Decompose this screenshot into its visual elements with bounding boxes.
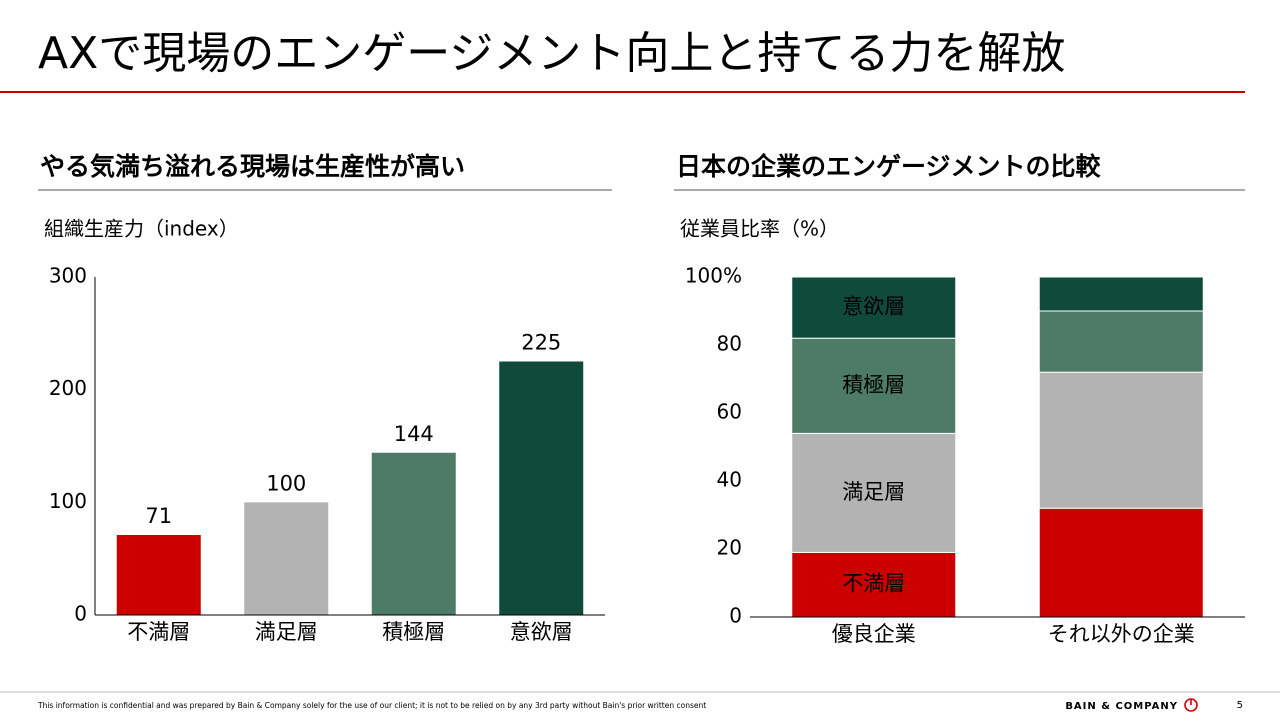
value-label: 144 [394,422,434,446]
slide-title: AXで現場のエンゲージメント向上と持てる力を解放 [38,28,1065,79]
x-tick-label: 不満層 [127,620,190,644]
bar-segment [791,432,957,553]
y-tick-label: 200 [49,376,87,400]
segment-name: 満足層 [842,480,905,504]
y-tick-label: 40 [717,468,742,492]
chart-title: 日本の企業のエンゲージメントの比較 [676,152,1102,181]
x-tick-label: 意欲層 [510,620,573,644]
value-label: 100 [266,471,306,495]
bar [244,502,329,615]
value-label: 225 [521,331,561,355]
x-tick-label: 積極層 [382,620,445,644]
y-tick-label: 0 [729,604,742,628]
y-tick-label: 0 [74,602,87,626]
y-axis-label: 従業員比率（%） [680,217,839,241]
bar [116,535,201,615]
bar [499,361,584,615]
bar-segment [1038,276,1204,312]
y-axis-label: 組織生産力（index） [44,217,239,241]
y-tick-label: 100 [49,489,87,513]
segment-name: 意欲層 [842,295,905,319]
chart-title: やる気満ち溢れる現場は生産性が高い [40,152,465,181]
value-label: 71 [145,504,172,528]
y-tick-label: 60 [717,400,742,424]
y-tick-label: 80 [717,332,742,356]
footer-text: This information is confidential and was… [37,701,706,710]
x-tick-label: 満足層 [255,620,318,644]
segment-name: 積極層 [842,373,905,397]
y-tick-label: 300 [49,264,87,288]
segment-name: 不満層 [842,572,905,596]
page-number: 5 [1237,700,1243,711]
bar-segment [1038,310,1204,373]
bar-segment [791,337,957,434]
bar-segment [1038,371,1204,509]
logo: BAIN & COMPANY [1065,701,1178,712]
x-tick-label: 優良企業 [832,622,916,646]
y-tick-label: 20 [717,536,742,560]
y-tick-label: 100% [685,264,742,288]
bar-segment [1038,507,1204,618]
x-tick-label: それ以外の企業 [1048,622,1195,646]
bar-segment [791,276,957,339]
bar [371,452,456,615]
